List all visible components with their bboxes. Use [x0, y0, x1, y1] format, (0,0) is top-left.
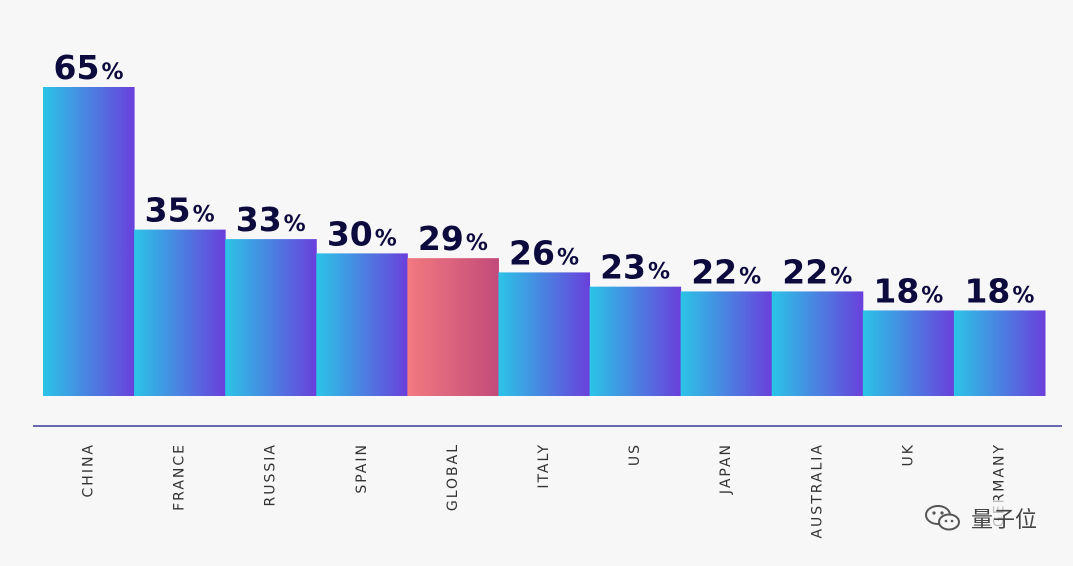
- value-label-italy: 26%: [509, 233, 579, 272]
- value-label-germany: 18%: [964, 271, 1034, 310]
- bar-france: [134, 229, 226, 396]
- category-label-china: CHINA: [81, 443, 97, 497]
- value-label-australia: 22%: [782, 252, 852, 291]
- bar-global: [407, 258, 499, 396]
- value-label-japan: 22%: [691, 252, 761, 291]
- bar-russia: [225, 239, 317, 396]
- category-label-france: FRANCE: [172, 443, 188, 511]
- value-labels-group: 65% 35% 33% 30% 29% 26% 23% 22% 22% 18% 18%: [54, 48, 1035, 310]
- value-label-france: 35%: [145, 191, 215, 230]
- category-label-global: GLOBAL: [445, 443, 461, 511]
- watermark: 量子位: [916, 500, 1043, 536]
- category-label-russia: RUSSIA: [263, 443, 279, 506]
- wechat-icon: [924, 505, 960, 531]
- category-label-japan: JAPAN: [718, 443, 734, 495]
- bar-japan: [680, 291, 773, 396]
- category-labels-group: CHINA FRANCE RUSSIA SPAIN GLOBAL ITALY US JAPAN…: [81, 443, 1008, 539]
- bar-uk: [862, 310, 955, 396]
- category-label-australia: AUSTRALIA: [809, 443, 825, 539]
- category-label-uk: UK: [900, 443, 916, 466]
- bar-china: [43, 87, 135, 396]
- category-label-spain: SPAIN: [354, 443, 370, 494]
- bar-us: [589, 286, 682, 396]
- value-label-us: 23%: [600, 248, 670, 287]
- watermark-text: 量子位: [970, 508, 1037, 533]
- value-label-russia: 33%: [236, 200, 306, 239]
- category-label-us: US: [627, 443, 643, 466]
- bar-spain: [316, 253, 408, 396]
- value-label-uk: 18%: [873, 271, 943, 310]
- value-label-spain: 30%: [327, 214, 397, 253]
- bar-australia: [771, 291, 864, 396]
- bar-germany: [953, 310, 1046, 396]
- bar-italy: [498, 272, 591, 396]
- value-label-china: 65%: [54, 48, 124, 87]
- category-label-italy: ITALY: [536, 443, 552, 489]
- bars-group: [43, 87, 1046, 396]
- value-label-global: 29%: [418, 219, 488, 258]
